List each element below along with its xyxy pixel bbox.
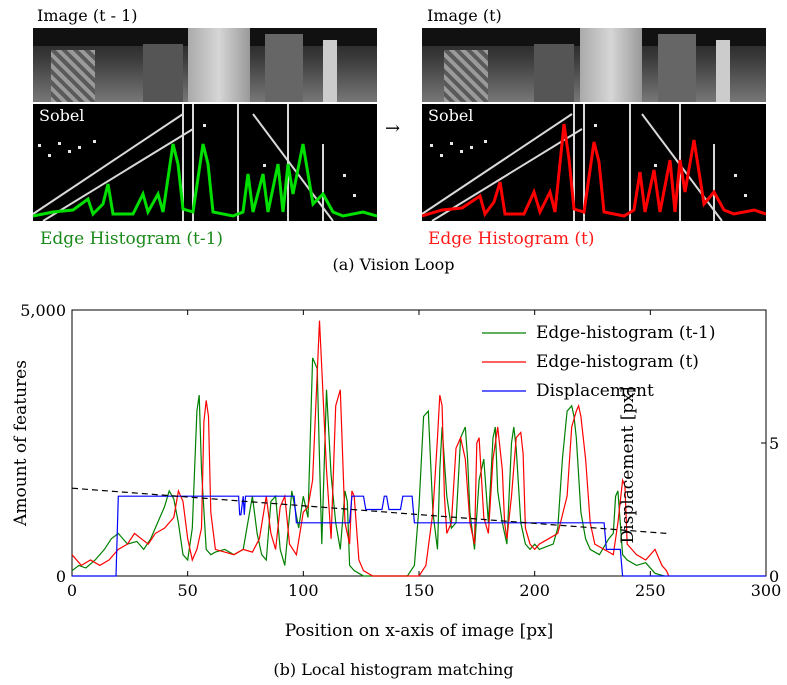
right-histogram-label: Edge Histogram (t)	[428, 229, 595, 249]
x-tick-label: 100	[288, 581, 319, 600]
right-grayscale-image	[422, 28, 766, 102]
left-sobel-label: Sobel	[39, 106, 85, 125]
y-tick-label: 0	[56, 567, 66, 586]
legend-entry: Edge-histogram (t-1)	[536, 323, 715, 343]
y2-axis-label: Displacement [px]	[618, 387, 638, 544]
x-tick-label: 150	[404, 581, 435, 600]
x-tick-label: 200	[519, 581, 550, 600]
x-tick-label: 50	[177, 581, 197, 600]
caption-b: (b) Local histogram matching	[273, 660, 514, 679]
series-line-edge-histogram-t	[71, 320, 670, 577]
trend-line-dashed	[71, 487, 667, 534]
series-line-displacement	[72, 495, 766, 577]
plot-frame	[71, 309, 767, 577]
right-sobel-image: Sobel	[422, 104, 766, 221]
y-axis-label: Amount of features	[11, 360, 31, 527]
legend-entry: Displacement	[536, 381, 654, 401]
x-tick-label: 0	[67, 581, 77, 600]
left-image-title: Image (t - 1)	[37, 6, 138, 25]
right-image-title: Image (t)	[427, 6, 502, 25]
y2-tick-label: 0	[769, 567, 779, 586]
left-grayscale-image	[33, 28, 377, 102]
x-tick-label: 300	[751, 581, 782, 600]
left-sobel-image: Sobel	[33, 104, 377, 221]
y2-tick-label: 5	[769, 434, 779, 453]
legend-entry: Edge-histogram (t)	[536, 352, 699, 372]
x-axis-label: Position on x-axis of image [px]	[285, 621, 554, 641]
caption-a: (a) Vision Loop	[332, 255, 455, 274]
x-tick-label: 250	[635, 581, 666, 600]
y-tick-label: 5,000	[20, 301, 66, 320]
left-histogram-label: Edge Histogram (t-1)	[40, 229, 224, 249]
arrow-icon: →	[385, 118, 401, 139]
right-sobel-label: Sobel	[428, 106, 474, 125]
